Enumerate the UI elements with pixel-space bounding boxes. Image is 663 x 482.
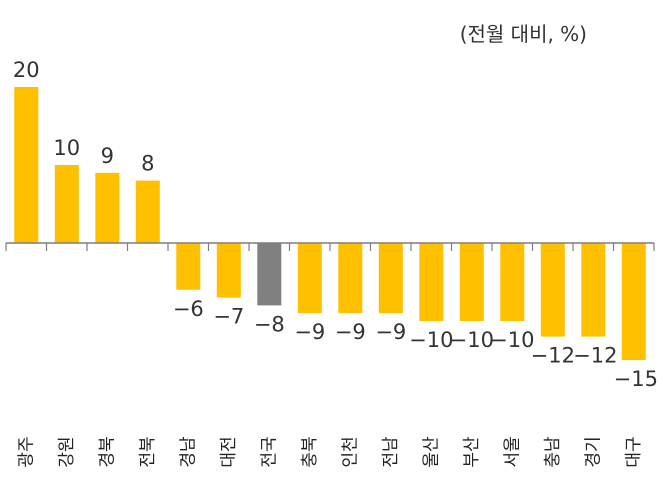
value-label-경기: −12 xyxy=(573,344,617,368)
category-label-전북: 전북 xyxy=(138,436,158,467)
value-label-광주: 20 xyxy=(13,58,40,82)
bar-충남 xyxy=(540,243,565,337)
bar-충북 xyxy=(297,243,322,314)
category-label-경북: 경북 xyxy=(97,436,117,467)
bar-전국 xyxy=(257,243,282,306)
category-label-전남: 전남 xyxy=(381,436,401,468)
value-label-울산: −10 xyxy=(409,328,453,352)
category-label-대전: 대전 xyxy=(219,436,239,467)
bar-울산 xyxy=(419,243,444,321)
value-label-강원: 10 xyxy=(53,136,80,160)
value-label-대구: −15 xyxy=(614,367,658,391)
bar-경남 xyxy=(176,243,201,290)
value-label-부산: −10 xyxy=(450,328,494,352)
category-label-인천: 인천 xyxy=(340,436,360,467)
value-label-전북: 8 xyxy=(141,152,154,176)
bar-광주 xyxy=(14,87,39,243)
category-label-부산: 부산 xyxy=(462,436,482,468)
bar-경북 xyxy=(95,172,120,243)
value-label-경남: −6 xyxy=(173,297,204,321)
value-label-서울: −10 xyxy=(490,328,534,352)
bar-강원 xyxy=(54,165,79,243)
category-label-서울: 서울 xyxy=(502,436,522,467)
bar-전남 xyxy=(378,243,403,314)
bar-대전 xyxy=(216,243,241,298)
bar-경기 xyxy=(581,243,606,337)
bar-대구 xyxy=(621,243,646,360)
unit-label: (전월 대비, %) xyxy=(459,22,587,46)
value-label-충남: −12 xyxy=(531,344,575,368)
value-label-인천: −9 xyxy=(335,320,366,344)
bar-인천 xyxy=(338,243,363,314)
value-label-전국: −8 xyxy=(254,312,285,336)
category-label-충남: 충남 xyxy=(543,436,563,468)
category-label-전국: 전국 xyxy=(259,436,279,467)
category-label-울산: 울산 xyxy=(421,436,441,468)
value-label-충북: −9 xyxy=(294,320,325,344)
bar-전북 xyxy=(135,180,160,243)
value-label-경북: 9 xyxy=(101,144,114,168)
value-label-대전: −7 xyxy=(213,305,244,329)
category-label-광주: 광주 xyxy=(16,436,36,467)
category-label-대구: 대구 xyxy=(624,436,644,467)
category-label-경기: 경기 xyxy=(583,436,603,467)
bar-서울 xyxy=(500,243,525,321)
value-label-전남: −9 xyxy=(375,320,406,344)
category-label-강원: 강원 xyxy=(57,436,77,467)
category-label-경남: 경남 xyxy=(178,436,198,468)
category-label-충북: 충북 xyxy=(300,436,320,467)
bar-부산 xyxy=(459,243,484,321)
